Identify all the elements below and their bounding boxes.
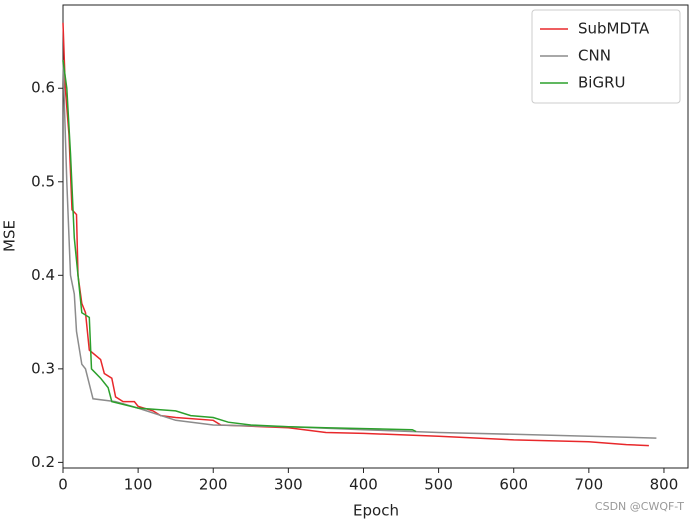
x-tick-label: 0 — [58, 476, 68, 494]
x-tick-label: 400 — [349, 476, 378, 494]
x-axis-label: Epoch — [353, 502, 399, 520]
line-series — [62, 22, 649, 447]
x-tick-label: 600 — [499, 476, 528, 494]
x-tick-label: 500 — [424, 476, 453, 494]
x-tick-label: 300 — [274, 476, 303, 494]
plot-frame — [62, 4, 689, 469]
watermark: CSDN @CWQF-T — [595, 500, 684, 513]
y-axis-label: MSE — [1, 220, 19, 252]
y-tick-label: 0.6 — [31, 79, 55, 97]
legend-label: SubMDTA — [578, 20, 650, 38]
x-tick-label: 700 — [575, 476, 604, 494]
x-tick-label: 200 — [199, 476, 228, 494]
line-series — [62, 60, 657, 439]
y-tick-label: 0.2 — [31, 453, 55, 471]
legend-label: CNN — [578, 47, 611, 65]
x-tick-label: 800 — [650, 476, 679, 494]
y-tick-label: 0.3 — [31, 359, 55, 377]
legend-label: BiGRU — [578, 74, 625, 92]
line-series — [62, 60, 417, 433]
y-tick-label: 0.4 — [31, 266, 55, 284]
x-tick-label: 100 — [124, 476, 153, 494]
legend-box — [531, 9, 681, 104]
y-tick-label: 0.5 — [31, 172, 55, 190]
